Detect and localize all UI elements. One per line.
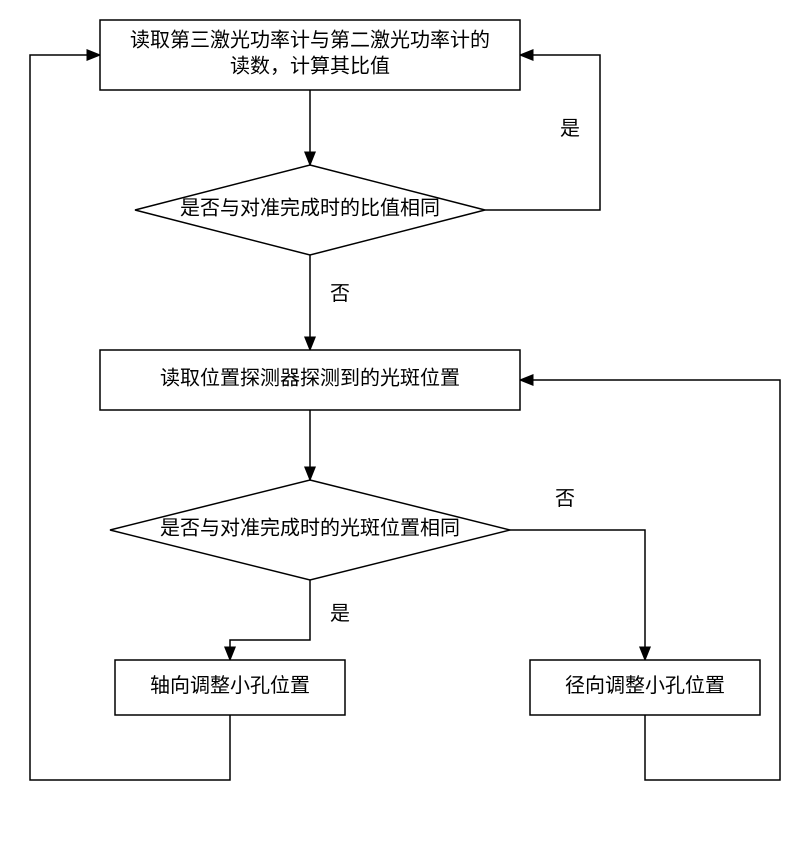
n1-text-line-1: 读数，计算其比值	[230, 55, 390, 78]
n1-text-line-0: 读取第三激光功率计与第二激光功率计的	[130, 29, 490, 52]
flowchart-svg: 读取第三激光功率计与第二激光功率计的读数，计算其比值是否与对准完成时的比值相同读…	[0, 0, 800, 856]
d1-text-line-0: 是否与对准完成时的比值相同	[180, 197, 440, 220]
n4-text-line-0: 径向调整小孔位置	[565, 674, 725, 697]
d2-text-line-0: 是否与对准完成时的光斑位置相同	[160, 517, 460, 540]
label-yes1: 是	[560, 118, 580, 140]
label-yes2: 是	[330, 603, 350, 625]
background	[0, 0, 800, 856]
n2-text-line-0: 读取位置探测器探测到的光斑位置	[160, 367, 460, 390]
label-no2: 否	[555, 488, 575, 510]
n3-text-line-0: 轴向调整小孔位置	[150, 674, 310, 697]
label-no1: 否	[330, 283, 350, 305]
